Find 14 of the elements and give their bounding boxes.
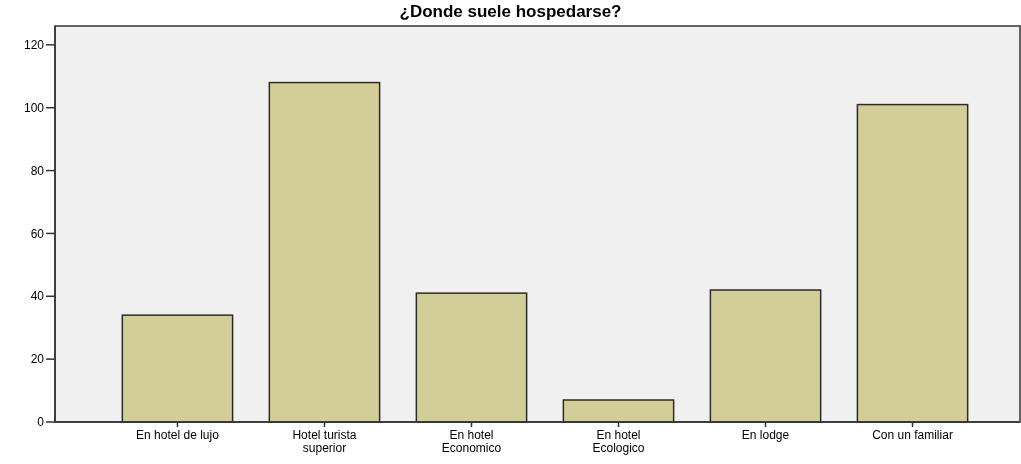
y-tick-label: 80 <box>30 163 45 178</box>
y-tick-label: 120 <box>23 38 45 53</box>
x-tick-label: En hotel de lujo <box>136 428 220 442</box>
chart-title: ¿Donde suele hospedarse? <box>399 2 622 21</box>
x-tick-label: En hotel Ecologico <box>592 428 645 455</box>
y-tick-label: 0 <box>37 415 45 430</box>
x-tick-label: Hotel turista superior <box>292 428 357 455</box>
x-tick-label: En lodge <box>741 428 790 442</box>
y-tick-label: 60 <box>30 226 45 241</box>
x-tick-label: Con un familiar <box>872 428 953 442</box>
y-tick-label: 100 <box>23 100 45 115</box>
y-tick-label: 20 <box>30 352 45 367</box>
x-tick-label: En hotel Economico <box>441 428 502 455</box>
y-tick-label: 40 <box>30 289 45 304</box>
